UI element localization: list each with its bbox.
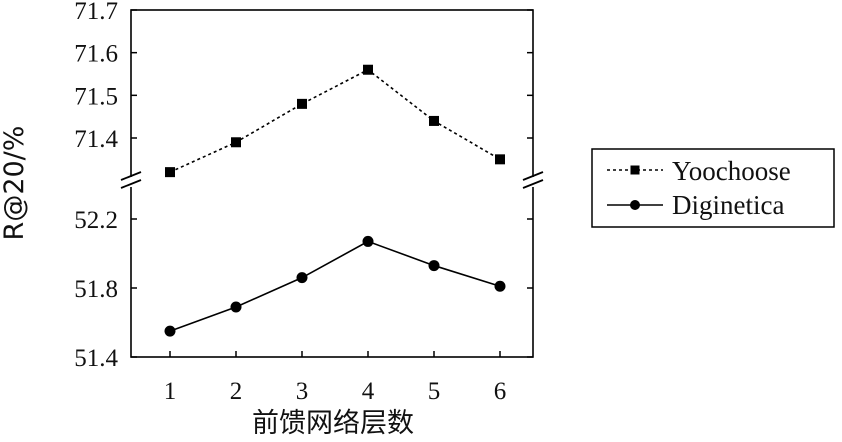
legend-marker-diginetica: [630, 200, 640, 210]
x-tick-label: 4: [362, 378, 375, 405]
series-line-diginetica: [169, 240, 501, 332]
axis-break-line: [120, 179, 142, 189]
data-point-diginetica: [362, 235, 374, 247]
data-point-yoochoose: [165, 167, 175, 178]
data-point-diginetica: [494, 280, 506, 292]
legend-label-yoochoose: Yoochoose: [672, 156, 791, 186]
y-axis-title: R@20/%: [0, 126, 30, 241]
series-line-yoochoose: [169, 68, 501, 173]
series-layer: [164, 64, 506, 337]
data-point-yoochoose: [231, 137, 241, 148]
x-tick-label: 3: [296, 378, 309, 405]
data-point-diginetica: [428, 260, 440, 272]
y-tick-label: 52.2: [74, 207, 118, 234]
data-point-yoochoose: [429, 115, 439, 126]
y-tick-label: 71.4: [74, 126, 118, 153]
axis-break-gap: [125, 177, 137, 187]
y-tick-label: 51.4: [74, 345, 118, 372]
data-point-diginetica: [164, 325, 176, 337]
y-tick-label: 51.8: [74, 276, 118, 303]
y-tick-label: 71.6: [74, 41, 118, 68]
data-point-yoochoose: [495, 154, 505, 165]
axis-break-marks: [120, 171, 544, 189]
axis-break-line: [120, 171, 142, 181]
x-tick-label: 2: [230, 378, 243, 405]
legend-label-diginetica: Diginetica: [672, 190, 784, 220]
axis-break-line: [522, 171, 544, 181]
legend-box: [591, 148, 835, 228]
data-point-yoochoose: [363, 64, 373, 75]
axis-ticks: 1 2 3 4 5 6 71.4 71.5 71.6 71.7 51.4 51.8 52.2: [74, 0, 533, 405]
plot-frame: [130, 9, 534, 358]
axis-break-gap: [527, 177, 539, 187]
legend-marker-yoochoose: [630, 165, 640, 175]
x-tick-label: 5: [428, 378, 441, 405]
axis-break-line: [522, 179, 544, 189]
legend: Yoochoose Diginetica: [591, 148, 835, 228]
x-axis-title: 前馈网络层数: [252, 408, 414, 439]
data-point-diginetica: [296, 272, 308, 284]
data-point-diginetica: [230, 301, 242, 313]
y-tick-label: 71.5: [74, 83, 118, 110]
x-tick-label: 6: [494, 378, 507, 405]
x-tick-label: 1: [164, 378, 177, 405]
data-point-yoochoose: [297, 98, 307, 109]
y-tick-label: 71.7: [74, 0, 118, 25]
